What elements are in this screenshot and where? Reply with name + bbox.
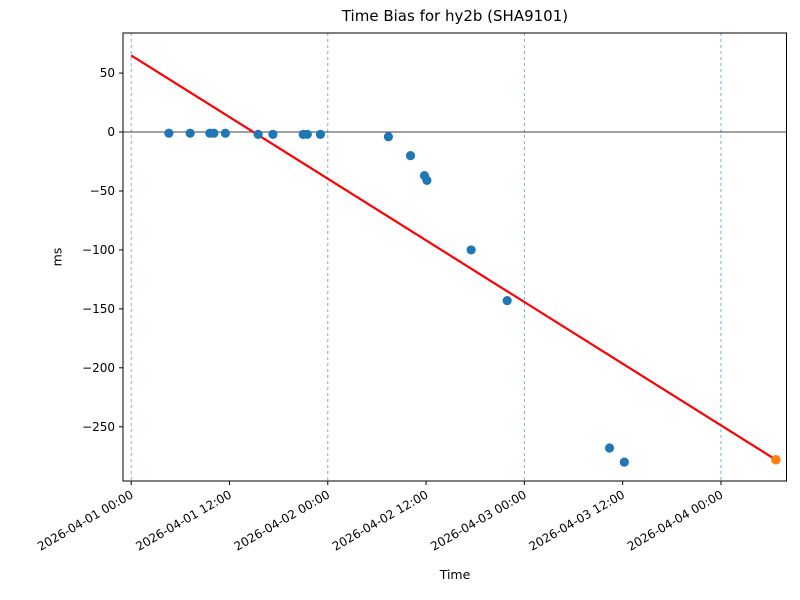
time-bias-observations-marker [383, 132, 393, 142]
time-bias-observations-marker [185, 128, 195, 138]
time-bias-observations-marker [405, 151, 416, 161]
x-tick-label: 2026-04-01 12:00 [133, 487, 234, 553]
y-tick-label: −250 [82, 420, 115, 434]
y-tick-label: −200 [82, 361, 115, 375]
time-bias-observations-marker [268, 129, 278, 139]
trend-line [130, 54, 777, 461]
time-bias-observations-marker [466, 245, 476, 255]
y-tick-label: 0 [107, 125, 115, 139]
time-bias-observations-marker [604, 443, 615, 453]
time-bias-observations-marker [209, 128, 219, 138]
x-tick-label: 2026-04-03 00:00 [428, 487, 529, 553]
time-bias-observations-marker [220, 128, 230, 138]
time-bias-observations-marker [502, 296, 512, 306]
y-axis-label: ms [49, 247, 65, 267]
x-tick-label: 2026-04-02 12:00 [330, 487, 431, 553]
time-bias-observations-marker [422, 175, 432, 185]
x-tick-label: 2026-04-02 00:00 [232, 487, 333, 553]
time-bias-observations-marker [619, 457, 629, 467]
y-tick-label: 50 [100, 66, 115, 80]
plot-frame [122, 32, 787, 482]
time-bias-observations-marker [164, 128, 174, 138]
x-tick-label: 2026-04-01 00:00 [35, 487, 136, 553]
chart-title: Time Bias for hy2b (SHA9101) [341, 7, 569, 25]
x-axis-label: Time [439, 567, 471, 582]
time-bias-observations-marker [253, 129, 263, 139]
time-bias-observations-marker [302, 129, 312, 139]
predicted-bias-point-marker [771, 454, 781, 465]
x-tick-label: 2026-04-04 00:00 [625, 487, 726, 553]
y-tick-label: −100 [82, 243, 115, 257]
y-tick-label: −150 [82, 302, 115, 316]
x-tick-label: 2026-04-03 12:00 [527, 487, 628, 553]
y-tick-label: −50 [90, 184, 115, 198]
time-bias-observations-marker [315, 129, 326, 139]
